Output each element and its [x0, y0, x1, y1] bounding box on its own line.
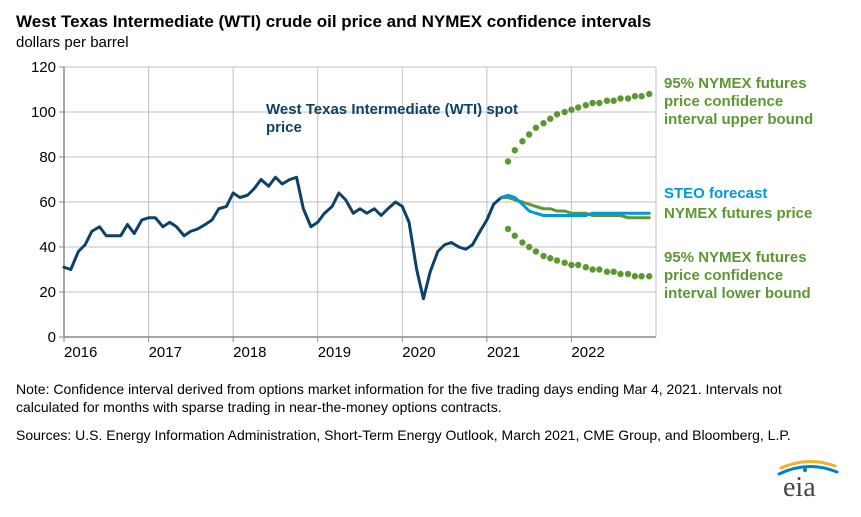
- svg-text:80: 80: [39, 149, 56, 166]
- svg-text:120: 120: [31, 59, 56, 76]
- svg-text:2019: 2019: [318, 344, 351, 361]
- svg-text:eia: eia: [783, 472, 816, 500]
- ci-upper-label: 95% NYMEX futures price confidence inter…: [664, 75, 839, 129]
- svg-text:2016: 2016: [64, 344, 97, 361]
- svg-text:0: 0: [48, 329, 56, 346]
- nymex-futures-label: NYMEX futures price: [664, 205, 839, 223]
- eia-logo: eia: [775, 454, 841, 505]
- svg-text:2020: 2020: [402, 344, 435, 361]
- chart-sources: Sources: U.S. Energy Information Adminis…: [16, 426, 845, 444]
- svg-text:40: 40: [39, 239, 56, 256]
- chart-subtitle: dollars per barrel: [16, 34, 845, 51]
- chart-area: 0 20 40 60 80 100 120 2016 2017 2018 2019 2020 2021 2…: [16, 57, 845, 372]
- svg-text:2021: 2021: [487, 344, 520, 361]
- svg-text:2017: 2017: [149, 344, 182, 361]
- svg-text:2018: 2018: [233, 344, 266, 361]
- svg-text:100: 100: [31, 104, 56, 121]
- steo-forecast-label: STEO forecast: [664, 185, 839, 203]
- svg-text:60: 60: [39, 194, 56, 211]
- chart-title: West Texas Intermediate (WTI) crude oil …: [16, 12, 845, 32]
- svg-text:20: 20: [39, 284, 56, 301]
- ci-lower-label: 95% NYMEX futures price confidence inter…: [664, 249, 839, 303]
- chart-note: Note: Confidence interval derived from o…: [16, 380, 845, 416]
- wti-spot-label: West Texas Intermediate (WTI) spot price: [266, 101, 526, 137]
- svg-text:2022: 2022: [571, 344, 604, 361]
